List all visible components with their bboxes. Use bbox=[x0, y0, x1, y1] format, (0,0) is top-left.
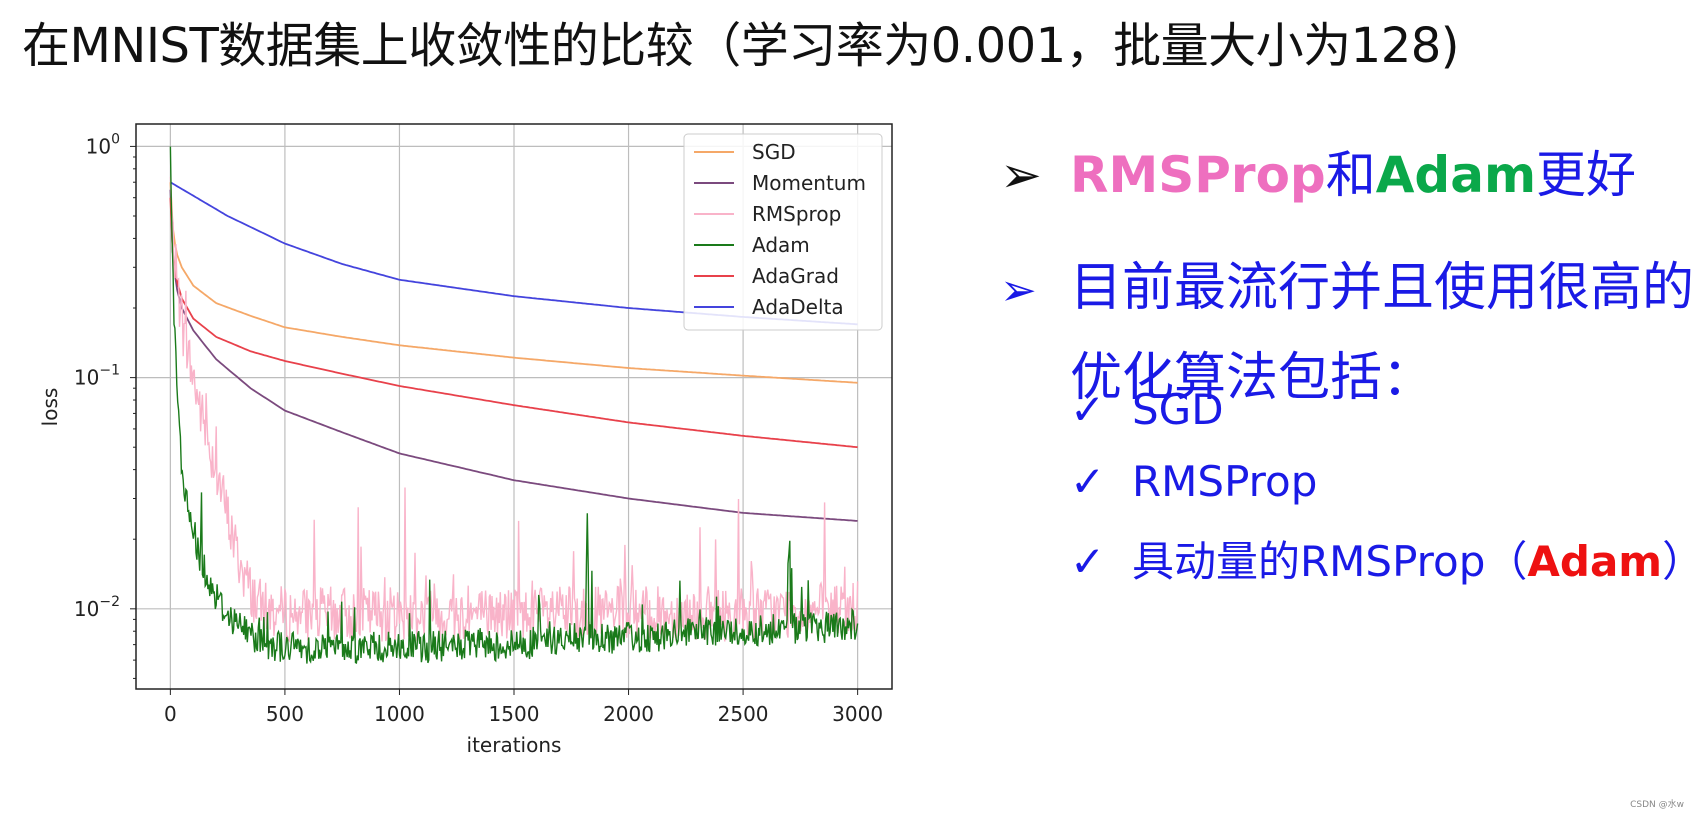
y-tick-exponent: −2 bbox=[99, 594, 120, 610]
series-line-sgd bbox=[169, 182, 858, 384]
bullet-1-suffix: 更好 bbox=[1536, 146, 1637, 204]
y-tick-exponent: −1 bbox=[99, 363, 120, 379]
sub-item-label: SGD bbox=[1132, 385, 1224, 434]
y-tick-label: 10−1 bbox=[74, 363, 120, 390]
watermark: CSDN @水w bbox=[1630, 800, 1684, 810]
bullet-1-text: 和 bbox=[1325, 146, 1376, 204]
rmsprop-highlight: RMSProp bbox=[1070, 146, 1326, 204]
adam-red-label: Adam bbox=[1527, 537, 1663, 586]
sub-item-adam: ✓ 具动量的RMSProp（Adam） bbox=[1070, 528, 1698, 589]
check-icon: ✓ bbox=[1070, 537, 1106, 586]
legend-label-adadelta: AdaDelta bbox=[752, 295, 844, 319]
sub-item-label: 具动量的RMSProp（ bbox=[1132, 537, 1528, 586]
check-icon: ✓ bbox=[1070, 457, 1106, 506]
x-tick-label: 500 bbox=[266, 702, 304, 726]
x-tick-label: 2500 bbox=[718, 702, 769, 726]
bullet-2-line2: 优化算法包括： bbox=[1070, 348, 1435, 408]
legend-label-sgd: SGD bbox=[752, 140, 796, 164]
bullet-1: ➢ RMSProp和Adam更好 bbox=[1000, 135, 1636, 207]
bullet-2: ➢ 目前最流行并且使用很高的 bbox=[1000, 245, 1694, 320]
x-tick-label: 1500 bbox=[489, 702, 540, 726]
slide-title: 在MNIST数据集上收敛性的比较（学习率为0.001，批量大小为128) bbox=[22, 18, 1460, 74]
adam-highlight: Adam bbox=[1375, 146, 1537, 204]
legend-label-adagrad: AdaGrad bbox=[752, 264, 839, 288]
series-line-momentum bbox=[169, 189, 858, 522]
loss-chart: 0 500 1000 1500 2000 2500 3000 100 10−1 10−2 iter… bbox=[38, 123, 893, 757]
sub-item-suffix: ） bbox=[1662, 537, 1698, 586]
series-lines bbox=[169, 146, 859, 665]
tick-labels: 0 500 1000 1500 2000 2500 3000 100 10−1 10−2 bbox=[74, 131, 883, 726]
y-tick-label: 100 bbox=[86, 131, 120, 158]
legend-label-momentum: Momentum bbox=[752, 171, 866, 195]
series-line-adam bbox=[169, 146, 859, 665]
x-tick-label: 0 bbox=[164, 702, 177, 726]
sub-item-rmsprop: ✓ RMSProp bbox=[1070, 457, 1317, 506]
y-axis-label: loss bbox=[38, 388, 62, 427]
x-tick-label: 2000 bbox=[603, 702, 654, 726]
sub-item-label: RMSProp bbox=[1132, 457, 1318, 506]
legend: SGD Momentum RMSprop Adam AdaGrad AdaDelta bbox=[683, 133, 883, 331]
check-icon: ✓ bbox=[1070, 385, 1106, 434]
arrow-bullet-icon: ➢ bbox=[1000, 146, 1042, 204]
sub-item-sgd: ✓ SGD bbox=[1070, 385, 1224, 434]
x-tick-label: 1000 bbox=[374, 702, 425, 726]
arrow-bullet-icon: ➢ bbox=[1000, 265, 1037, 316]
x-axis-label: iterations bbox=[467, 733, 562, 757]
series-line-adagrad bbox=[169, 197, 858, 449]
bullet-2-line1: 目前最流行并且使用很高的 bbox=[1070, 258, 1695, 318]
legend-label-rmsprop: RMSprop bbox=[752, 202, 841, 226]
y-tick-exponent: 0 bbox=[111, 131, 120, 147]
x-tick-label: 3000 bbox=[832, 702, 883, 726]
y-tick-label: 10−2 bbox=[74, 594, 120, 621]
legend-label-adam: Adam bbox=[752, 233, 810, 257]
